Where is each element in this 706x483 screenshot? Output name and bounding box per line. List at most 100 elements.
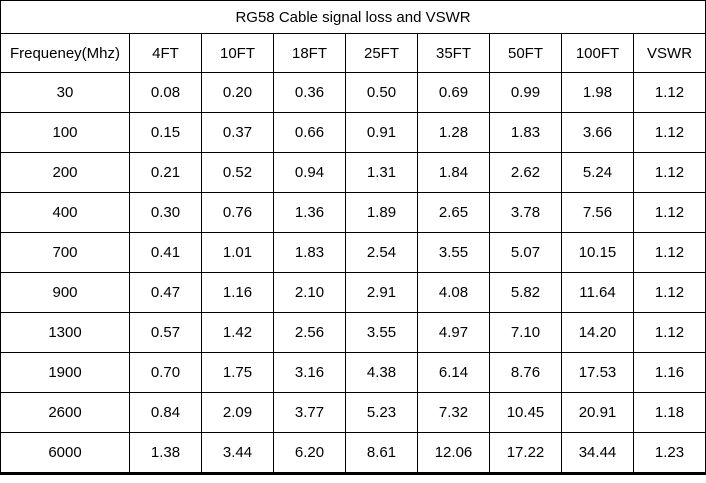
table-cell: 1.31 xyxy=(345,152,418,193)
table-cell: 0.15 xyxy=(129,112,202,153)
table-row: 700 0.41 1.01 1.83 2.54 3.55 5.07 10.15 … xyxy=(0,232,706,273)
table-cell: 5.07 xyxy=(489,232,562,273)
table-cell: 3.78 xyxy=(489,192,562,233)
table-cell: 2.65 xyxy=(417,192,490,233)
table-cell: 3.16 xyxy=(273,352,346,393)
frequency-cell: 200 xyxy=(0,152,130,193)
frequency-cell: 900 xyxy=(0,272,130,313)
vswr-cell: 1.16 xyxy=(632,352,706,393)
vswr-cell: 1.12 xyxy=(632,152,706,193)
table-cell: 5.23 xyxy=(345,392,418,433)
vswr-cell: 1.12 xyxy=(632,72,706,113)
frequency-cell: 30 xyxy=(0,72,130,113)
table-cell: 10.45 xyxy=(489,392,562,433)
column-header-100ft: 100FT xyxy=(561,33,634,73)
table-cell: 0.21 xyxy=(129,152,202,193)
table-cell: 0.30 xyxy=(129,192,202,233)
table-title-row: RG58 Cable signal loss and VSWR xyxy=(0,0,706,34)
table-row: 1300 0.57 1.42 2.56 3.55 4.97 7.10 14.20… xyxy=(0,312,706,353)
table-cell: 11.64 xyxy=(561,272,634,313)
table-cell: 6.20 xyxy=(273,432,346,474)
column-header-25ft: 25FT xyxy=(345,33,418,73)
table-cell: 1.42 xyxy=(201,312,274,353)
table-cell: 6.14 xyxy=(417,352,490,393)
table-cell: 3.55 xyxy=(345,312,418,353)
table-cell: 2.54 xyxy=(345,232,418,273)
column-header-50ft: 50FT xyxy=(489,33,562,73)
table-cell: 0.36 xyxy=(273,72,346,113)
table-cell: 3.66 xyxy=(561,112,634,153)
vswr-cell: 1.23 xyxy=(632,432,706,474)
table-cell: 1.28 xyxy=(417,112,490,153)
table-cell: 7.32 xyxy=(417,392,490,433)
table-cell: 0.52 xyxy=(201,152,274,193)
vswr-cell: 1.18 xyxy=(632,392,706,433)
vswr-cell: 1.12 xyxy=(632,272,706,313)
table-cell: 1.01 xyxy=(201,232,274,273)
table-row: 900 0.47 1.16 2.10 2.91 4.08 5.82 11.64 … xyxy=(0,272,706,313)
table-row: 1900 0.70 1.75 3.16 4.38 6.14 8.76 17.53… xyxy=(0,352,706,393)
table-cell: 2.56 xyxy=(273,312,346,353)
vswr-cell: 1.12 xyxy=(632,112,706,153)
table-cell: 7.56 xyxy=(561,192,634,233)
table-row: 100 0.15 0.37 0.66 0.91 1.28 1.83 3.66 1… xyxy=(0,112,706,153)
frequency-cell: 6000 xyxy=(0,432,130,474)
table-cell: 1.75 xyxy=(201,352,274,393)
table-cell: 2.62 xyxy=(489,152,562,193)
table-cell: 1.83 xyxy=(489,112,562,153)
table-row: 400 0.30 0.76 1.36 1.89 2.65 3.78 7.56 1… xyxy=(0,192,706,233)
table-cell: 1.38 xyxy=(129,432,202,474)
column-header-vswr: VSWR xyxy=(632,33,706,73)
table-cell: 2.10 xyxy=(273,272,346,313)
frequency-cell: 100 xyxy=(0,112,130,153)
table-cell: 1.98 xyxy=(561,72,634,113)
frequency-cell: 1300 xyxy=(0,312,130,353)
column-header-10ft: 10FT xyxy=(201,33,274,73)
table-cell: 0.91 xyxy=(345,112,418,153)
vswr-cell: 1.12 xyxy=(632,232,706,273)
table-row: 2600 0.84 2.09 3.77 5.23 7.32 10.45 20.9… xyxy=(0,392,706,433)
table-cell: 8.61 xyxy=(345,432,418,474)
table-cell: 17.22 xyxy=(489,432,562,474)
frequency-cell: 700 xyxy=(0,232,130,273)
table-row: 30 0.08 0.20 0.36 0.50 0.69 0.99 1.98 1.… xyxy=(0,72,706,113)
table-cell: 5.24 xyxy=(561,152,634,193)
table-cell: 17.53 xyxy=(561,352,634,393)
table-cell: 20.91 xyxy=(561,392,634,433)
table-cell: 1.89 xyxy=(345,192,418,233)
table-cell: 12.06 xyxy=(417,432,490,474)
table-cell: 0.70 xyxy=(129,352,202,393)
column-header-frequency: Frequeney(Mhz) xyxy=(0,33,130,73)
table-cell: 1.36 xyxy=(273,192,346,233)
table-cell: 1.84 xyxy=(417,152,490,193)
table-cell: 0.69 xyxy=(417,72,490,113)
table-cell: 3.77 xyxy=(273,392,346,433)
table-cell: 0.37 xyxy=(201,112,274,153)
table-cell: 4.08 xyxy=(417,272,490,313)
table-cell: 0.94 xyxy=(273,152,346,193)
table-cell: 1.83 xyxy=(273,232,346,273)
table-row: 200 0.21 0.52 0.94 1.31 1.84 2.62 5.24 1… xyxy=(0,152,706,193)
table-cell: 4.97 xyxy=(417,312,490,353)
frequency-cell: 400 xyxy=(0,192,130,233)
table-cell: 8.76 xyxy=(489,352,562,393)
table-cell: 1.16 xyxy=(201,272,274,313)
table-cell: 34.44 xyxy=(561,432,634,474)
table-cell: 14.20 xyxy=(561,312,634,353)
table-cell: 2.91 xyxy=(345,272,418,313)
table-cell: 0.20 xyxy=(201,72,274,113)
table-cell: 4.38 xyxy=(345,352,418,393)
table-header-row: Frequeney(Mhz) 4FT 10FT 18FT 25FT 35FT 5… xyxy=(0,33,706,73)
table-cell: 0.57 xyxy=(129,312,202,353)
table-cell: 0.76 xyxy=(201,192,274,233)
column-header-35ft: 35FT xyxy=(417,33,490,73)
table-cell: 0.84 xyxy=(129,392,202,433)
table-cell: 0.66 xyxy=(273,112,346,153)
table-cell: 5.82 xyxy=(489,272,562,313)
table-cell: 0.47 xyxy=(129,272,202,313)
column-header-18ft: 18FT xyxy=(273,33,346,73)
table-cell: 7.10 xyxy=(489,312,562,353)
table-cell: 0.08 xyxy=(129,72,202,113)
